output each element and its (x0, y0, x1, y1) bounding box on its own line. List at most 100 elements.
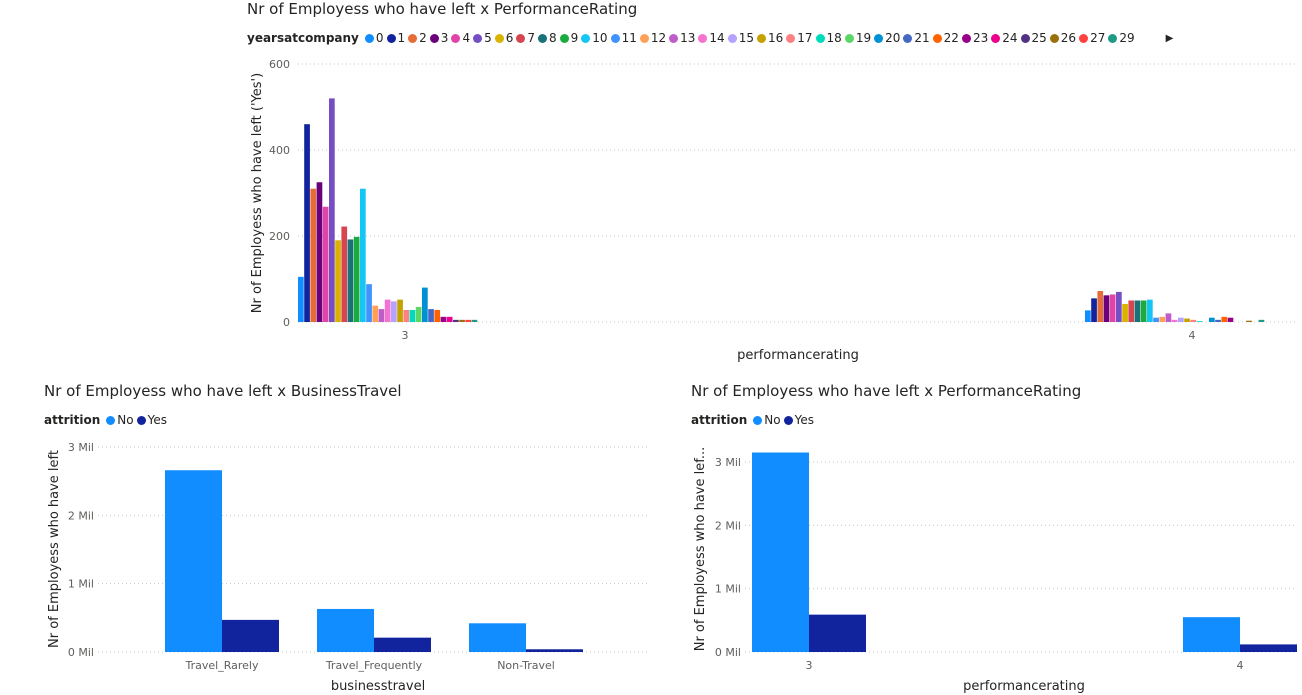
chart1-legend-item[interactable]: 23 (961, 31, 989, 45)
bar (322, 206, 329, 322)
chart1-legend-item[interactable]: 25 (1020, 31, 1047, 45)
bar (1246, 320, 1252, 322)
chart1-legend-item[interactable]: 19 (844, 31, 871, 45)
chart1-legend-items: 0 1 2 3 4 5 6 7 8 9 10 11 12 13 14 15 16 17 18 19 20 21 22 23 24… (364, 31, 1138, 46)
chart1-legend-item[interactable]: 24 (991, 31, 1018, 45)
legend-label: 3 (440, 31, 449, 45)
bar (409, 309, 416, 322)
legend-dot-icon (106, 415, 116, 425)
chart1-legend-item[interactable]: 7 (516, 31, 535, 45)
legend-label: 18 (826, 31, 842, 45)
chart1-legend-item[interactable]: 6 (494, 31, 513, 45)
bar (1134, 300, 1141, 322)
legend-label: 13 (680, 31, 696, 45)
legend-dot-icon (1020, 33, 1030, 43)
x-tick-label: Travel_Rarely (185, 659, 259, 672)
bar (1153, 317, 1159, 322)
legend-dot-icon (386, 33, 396, 43)
chart3-legend-no[interactable]: No (753, 413, 781, 427)
bar-yes (809, 614, 866, 652)
chart1-legend-item[interactable]: 1 (386, 31, 405, 45)
legend-label: Yes (147, 413, 167, 427)
y-tick-label: 1 Mil (68, 578, 94, 591)
legend-next-arrow-icon[interactable]: ▶ (1165, 32, 1174, 44)
chart2-legend-title: attrition (44, 413, 101, 427)
bar (378, 309, 385, 322)
chart1-legend-item[interactable]: 29 (1108, 31, 1135, 45)
x-tick-label: 3 (402, 329, 409, 342)
chart1-legend-item[interactable]: 27 (1079, 31, 1105, 45)
chart1-legend-title: yearsatcompany (247, 31, 359, 46)
bar-yes (222, 619, 279, 652)
chart2-legend-yes[interactable]: Yes (136, 413, 167, 427)
chart1-legend-item[interactable]: 18 (815, 31, 842, 45)
y-tick-label: 3 Mil (715, 456, 741, 469)
chart3-legend[interactable]: attrition No Yes (691, 413, 817, 427)
chart3-legend-yes[interactable]: Yes (783, 413, 814, 427)
bar (391, 301, 397, 322)
legend-label: 26 (1060, 31, 1077, 45)
legend-label: 9 (570, 31, 579, 45)
bar (434, 309, 441, 322)
legend-label: Yes (794, 413, 814, 427)
chart1-legend-item[interactable]: 16 (756, 31, 783, 45)
chart1-legend-item[interactable]: 21 (903, 31, 930, 45)
chart1-legend-item[interactable]: 17 (786, 31, 813, 45)
chart1-legend-item[interactable]: 22 (932, 31, 959, 45)
chart1-legend-item[interactable]: 10 (581, 31, 608, 45)
chart1-legend-item[interactable]: 15 (727, 31, 754, 45)
legend-label: 0 (375, 31, 384, 45)
bar (428, 309, 434, 322)
legend-label: 7 (527, 31, 535, 45)
chart1-legend-item[interactable]: 9 (559, 31, 579, 45)
chart1-legend-item[interactable]: 11 (610, 31, 637, 45)
bar (422, 287, 428, 322)
legend-label: 14 (709, 31, 725, 45)
bar (1116, 291, 1122, 322)
bar (1091, 298, 1097, 322)
legend-dot-icon (991, 33, 1001, 43)
chart1-legend-item[interactable]: 5 (473, 31, 492, 45)
bar (465, 319, 472, 322)
legend-label: 21 (914, 31, 930, 45)
chart1-legend-item[interactable]: 8 (538, 31, 557, 45)
chart1-legend-item[interactable]: 12 (639, 31, 667, 45)
bar-no (752, 452, 809, 652)
chart1-legend-item[interactable]: 13 (669, 31, 695, 45)
chart1-legend-item[interactable]: 20 (874, 31, 900, 45)
chart2-legend-no[interactable]: No (106, 413, 134, 427)
chart2-legend[interactable]: attrition No Yes (44, 413, 170, 427)
legend-label: 12 (650, 31, 667, 45)
chart1-legend-item[interactable]: 14 (698, 31, 725, 45)
chart1-legend-item[interactable]: 3 (429, 31, 449, 45)
bar-yes (1240, 644, 1297, 652)
legend-dot-icon (1079, 33, 1089, 43)
chart1-legend[interactable]: yearsatcompany 0 1 2 3 4 5 6 7 8 9 10 11 12 13 14 15 16 1… (247, 31, 1173, 46)
y-tick-label: 0 Mil (68, 646, 94, 659)
y-tick-label: 0 Mil (715, 646, 741, 659)
y-tick-label: 3 Mil (68, 441, 94, 454)
bar (1178, 317, 1184, 322)
legend-dot-icon (844, 33, 854, 43)
bar (353, 236, 360, 322)
bar (1085, 310, 1091, 322)
legend-dot-icon (538, 33, 547, 43)
legend-dot-icon (473, 33, 483, 43)
legend-dot-icon (786, 33, 796, 43)
chart1-legend-item[interactable]: 26 (1049, 31, 1077, 45)
legend-label: 11 (621, 31, 637, 45)
chart1-legend-item[interactable]: 4 (451, 31, 470, 45)
legend-dot-icon (581, 33, 591, 43)
bar (1258, 319, 1265, 322)
bar (1128, 300, 1135, 322)
y-tick-label: 200 (269, 230, 290, 243)
legend-dot-icon (783, 415, 793, 425)
legend-dot-icon (610, 33, 620, 43)
legend-label: 23 (972, 31, 989, 45)
bar (1196, 321, 1203, 322)
bar (341, 226, 348, 322)
chart1-legend-item[interactable]: 2 (408, 31, 427, 45)
chart1-legend-item[interactable]: 0 (364, 31, 384, 45)
bar (415, 306, 422, 322)
